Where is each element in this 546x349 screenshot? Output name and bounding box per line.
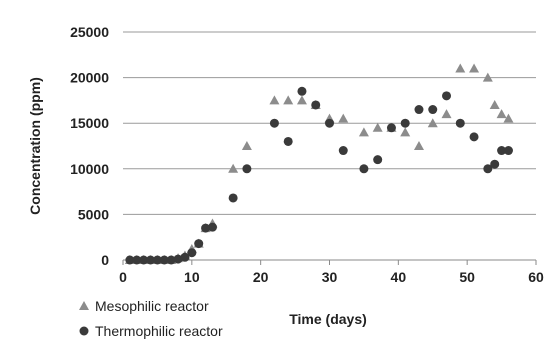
y-axis-title: Concentration (ppm) [27,77,43,215]
y-tick-label-5000: 5000 [78,206,109,222]
thermophilic-point [442,91,452,101]
thermophilic-point [325,118,334,128]
mesophilic-point [441,109,452,119]
x-tick-label-20: 20 [253,269,269,285]
x-tick-label-50: 50 [459,269,475,285]
mesophilic-point [358,127,369,137]
axes [122,259,537,265]
thermophilic-point [125,255,135,265]
x-tick-label-60: 60 [528,269,544,285]
tick-labels: 0 5000 10000 15000 20000 25000 0 10 20 30 40 50 60 [70,24,544,285]
series-mesophilic [124,63,514,264]
y-tick-label-20000: 20000 [70,70,109,86]
thermophilic-point [359,164,369,174]
legend-mesophilic-label: Mesophilic reactor [95,298,209,314]
x-tick-label-40: 40 [391,269,407,285]
x-tick-label-30: 30 [322,269,338,285]
x-tick-label-10: 10 [184,269,200,285]
x-axis-title: Time (days) [289,311,367,327]
mesophilic-point [503,113,514,123]
y-tick-label-0: 0 [101,252,109,268]
data-series [124,63,514,265]
thermophilic-point [469,132,479,142]
thermophilic-point [373,155,383,165]
thermophilic-point [503,146,513,156]
mesophilic-point [372,122,383,132]
mesophilic-point [413,141,424,150]
thermophilic-point [207,222,217,232]
mesophilic-point [489,99,500,109]
thermophilic-point [428,105,438,115]
thermophilic-point [228,193,238,203]
mesophilic-point [455,63,466,73]
mesophilic-point [283,95,294,105]
thermophilic-point [139,255,149,265]
legend-mesophilic-marker [79,301,89,310]
thermophilic-point [152,255,162,265]
mesophilic-point [241,141,252,150]
x-tick-label-0: 0 [119,269,127,285]
thermophilic-point [400,118,410,128]
thermophilic-point [159,255,169,265]
thermophilic-point [146,255,156,265]
thermophilic-point [166,255,176,265]
thermophilic-point [132,255,142,265]
mesophilic-point [482,72,493,82]
mesophilic-point [269,95,280,105]
thermophilic-point [283,136,293,146]
thermophilic-point [497,146,507,156]
thermophilic-point [242,164,252,174]
mesophilic-point [338,113,349,123]
legend-thermophilic-label: Thermophilic reactor [95,323,223,339]
thermophilic-point [490,159,500,169]
mesophilic-point [496,109,507,119]
y-tick-label-10000: 10000 [70,161,109,177]
thermophilic-point [455,118,465,128]
thermophilic-point [483,164,493,174]
series-thermophilic [125,86,513,265]
legend-thermophilic-marker [79,326,89,336]
thermophilic-point [269,118,279,128]
thermophilic-point [386,123,396,133]
thermophilic-point [311,100,321,110]
thermophilic-point [180,252,190,262]
thermophilic-point [338,146,348,156]
mesophilic-point [427,118,438,128]
thermophilic-point [194,239,204,249]
legend: Mesophilic reactor Thermophilic reactor [79,298,223,339]
y-tick-label-25000: 25000 [70,24,109,40]
y-tick-label-15000: 15000 [70,115,109,131]
thermophilic-point [414,105,424,115]
mesophilic-point [296,95,307,105]
thermophilic-point [297,86,307,96]
mesophilic-point [400,127,411,137]
thermophilic-point [173,254,183,264]
mesophilic-point [469,63,480,73]
thermophilic-point [201,223,211,233]
thermophilic-point [187,248,197,258]
mesophilic-point [228,163,239,173]
